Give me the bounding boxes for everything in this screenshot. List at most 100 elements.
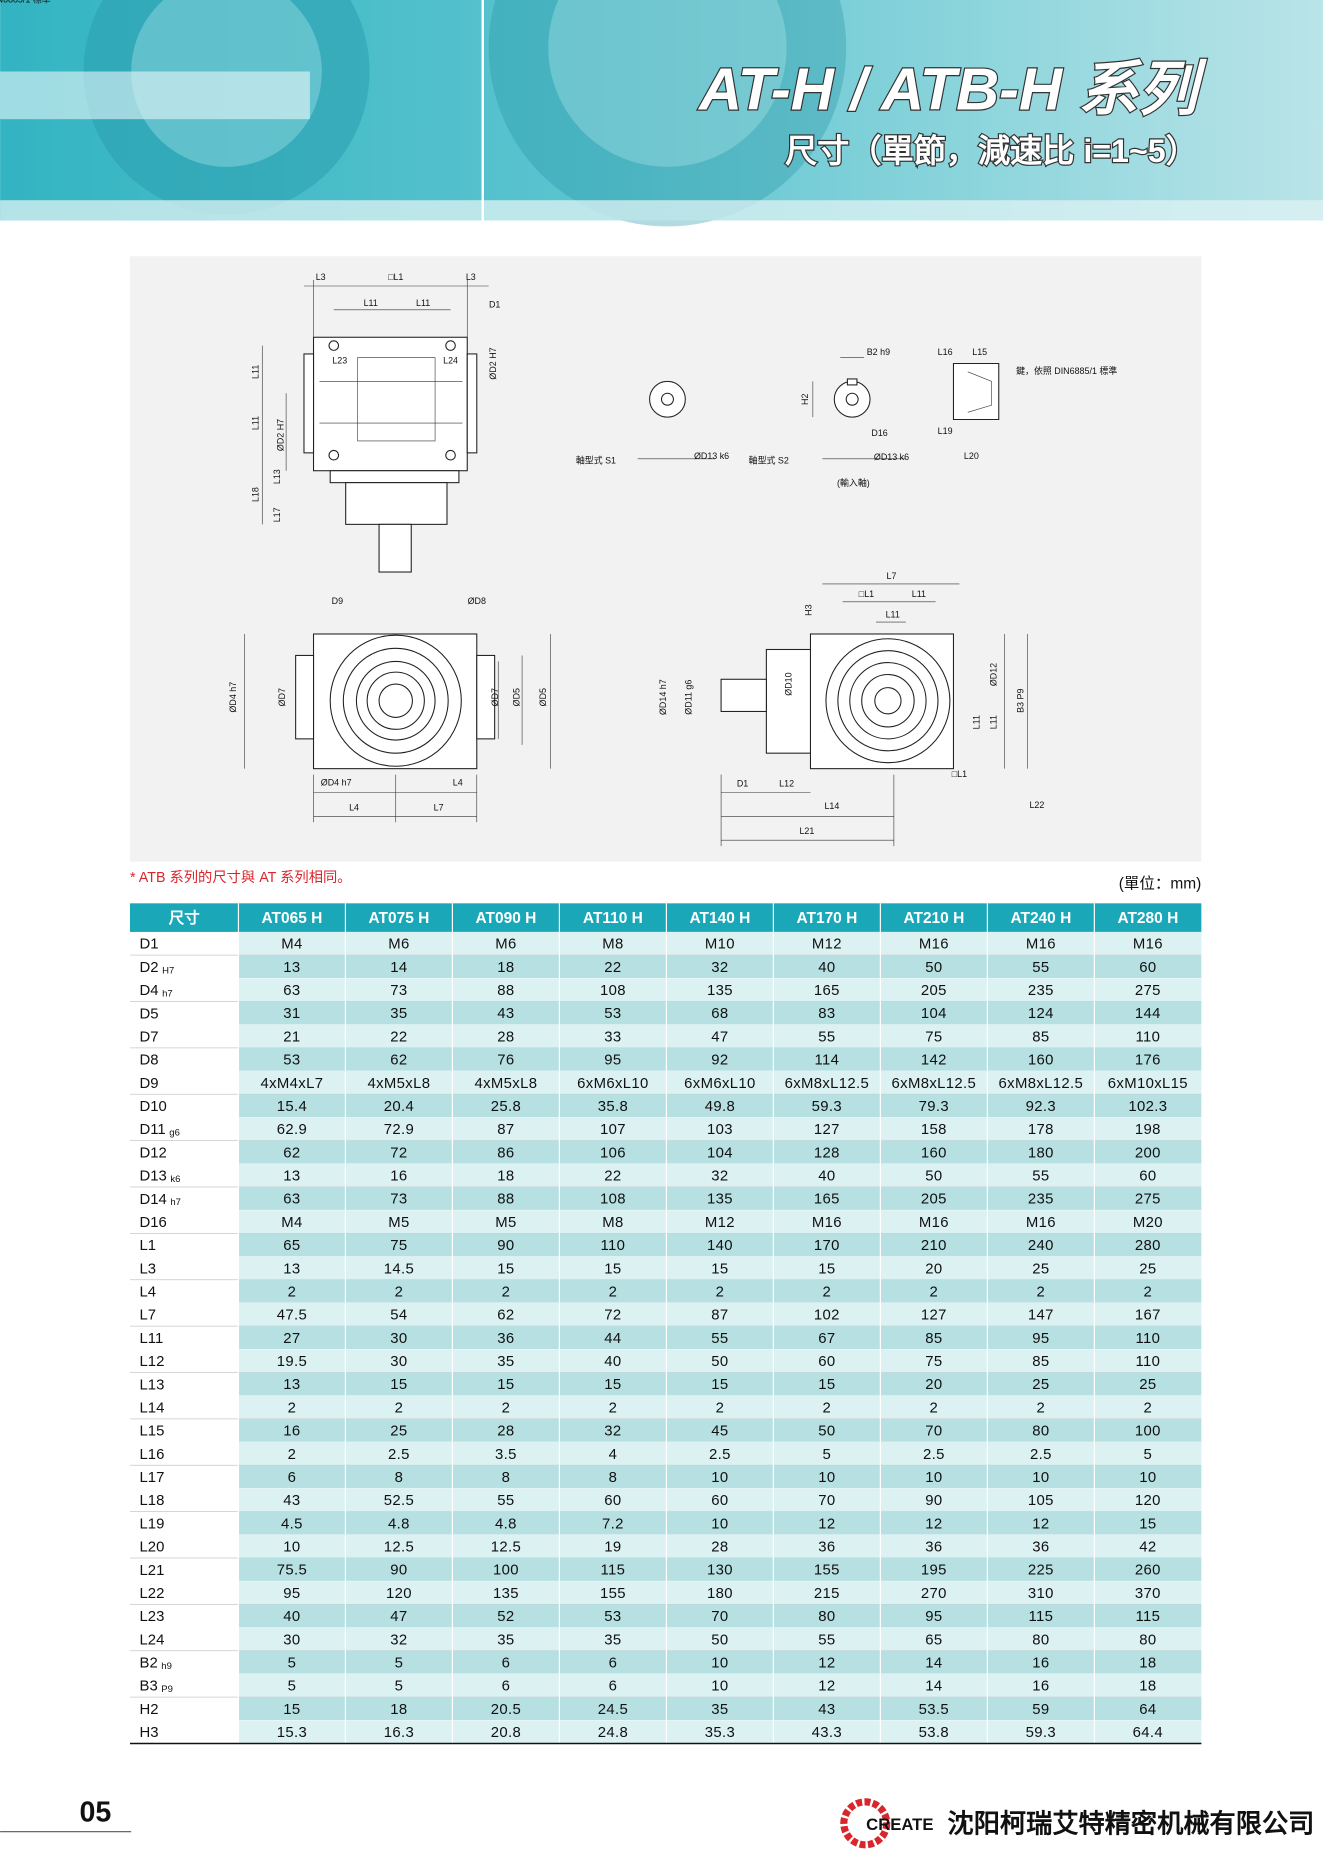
cell: 52 xyxy=(497,1609,514,1625)
row-name: L21 xyxy=(140,1563,165,1579)
cell: 4.8 xyxy=(388,1516,410,1532)
cell: 5 xyxy=(823,1447,832,1463)
cell: 10 xyxy=(818,1470,835,1486)
cell: 5 xyxy=(395,1655,404,1671)
row-label: D12 xyxy=(140,1145,167,1161)
cell: 120 xyxy=(1135,1493,1161,1509)
cell: 63 xyxy=(283,1192,300,1208)
flange xyxy=(295,654,315,740)
row-label: L16 xyxy=(140,1447,165,1463)
cell: 22 xyxy=(604,1169,621,1185)
dimension-label: ØD12 xyxy=(988,663,998,686)
cell: 13 xyxy=(283,1377,300,1393)
cell: 28 xyxy=(711,1540,728,1556)
cell: 14 xyxy=(925,1655,942,1671)
row-name: D7 xyxy=(140,1029,159,1045)
row-name: L19 xyxy=(140,1516,165,1532)
row-bg xyxy=(238,955,1202,979)
cell: 70 xyxy=(818,1493,835,1509)
cell: 50 xyxy=(925,1169,942,1185)
cell: 6xM6xL10 xyxy=(577,1076,649,1092)
cell: 68 xyxy=(711,1006,728,1022)
cell: 2 xyxy=(930,1284,939,1300)
row-bg xyxy=(238,1557,1202,1582)
cell: 65 xyxy=(925,1632,942,1648)
column-header: AT090 H xyxy=(476,910,537,927)
cell: 14 xyxy=(390,960,407,976)
cell: 24.8 xyxy=(598,1725,628,1741)
cell: 10 xyxy=(283,1540,300,1556)
cell: 47 xyxy=(711,1029,728,1045)
cell: 33 xyxy=(604,1029,621,1045)
row-tolerance: k6 xyxy=(170,1173,180,1184)
cell: 10 xyxy=(1032,1470,1049,1486)
cell: 43 xyxy=(497,1006,514,1022)
cell: 15 xyxy=(1139,1516,1156,1532)
cell: M12 xyxy=(705,1215,735,1231)
column-header: AT280 H xyxy=(1117,910,1178,927)
row-label: D8 xyxy=(140,1053,159,1069)
cell: 210 xyxy=(921,1238,947,1254)
dimension-label: (輸入軸) xyxy=(837,477,870,488)
cell: 55 xyxy=(818,1632,835,1648)
column-header: AT075 H xyxy=(369,910,430,927)
cell: 40 xyxy=(604,1354,621,1370)
cell: 28 xyxy=(497,1029,514,1045)
cell: 95 xyxy=(925,1609,942,1625)
cell: 240 xyxy=(1028,1238,1054,1254)
cell: 12 xyxy=(818,1679,835,1695)
dimension-lines xyxy=(637,357,992,460)
cell: 67 xyxy=(818,1331,835,1347)
row-label: L19 xyxy=(140,1516,165,1532)
shaft-s1-hole xyxy=(660,392,674,406)
cell: 44 xyxy=(604,1331,621,1347)
cell: 110 xyxy=(601,1238,626,1254)
cell: 70 xyxy=(711,1609,728,1625)
cell: 4.5 xyxy=(281,1516,303,1532)
row-bg xyxy=(238,1326,1202,1350)
row-name: B3 xyxy=(140,1679,158,1695)
row-bg xyxy=(238,1349,1202,1373)
cell: 195 xyxy=(921,1563,947,1579)
cell: 170 xyxy=(814,1238,840,1254)
cell: 4 xyxy=(609,1447,618,1463)
cell: 176 xyxy=(1135,1053,1161,1069)
row-name: D11 xyxy=(140,1122,166,1138)
row-label: H2 xyxy=(140,1702,159,1718)
cell: 135 xyxy=(707,983,733,999)
cell: 63 xyxy=(283,983,300,999)
row-tolerance: g6 xyxy=(169,1127,180,1138)
hole xyxy=(445,449,456,461)
row-tolerance: h9 xyxy=(161,1660,172,1671)
cell: 8 xyxy=(609,1470,618,1486)
flange xyxy=(466,353,478,454)
dimension-label: ØD7 xyxy=(490,688,500,706)
cell: 310 xyxy=(1028,1586,1054,1602)
row-name: D9 xyxy=(140,1076,159,1092)
cell: 12 xyxy=(818,1655,835,1671)
dimension-label: ØD14 h7 xyxy=(658,679,668,715)
cell: 5 xyxy=(288,1655,297,1671)
note: * ATB 系列的尺寸與 AT 系列相同。 xyxy=(130,869,352,886)
cell: 6xM6xL10 xyxy=(684,1076,756,1092)
cell: 50 xyxy=(925,960,942,976)
cell: 115 xyxy=(601,1563,626,1579)
cell: 4xM5xL8 xyxy=(367,1076,430,1092)
cell: 10 xyxy=(711,1655,728,1671)
cell: 205 xyxy=(921,983,947,999)
cell: 107 xyxy=(600,1122,626,1138)
row-bg xyxy=(238,978,1202,1002)
cell: M16 xyxy=(919,937,949,953)
cell: 24.5 xyxy=(598,1702,628,1718)
housing xyxy=(345,482,448,525)
cell: M6 xyxy=(388,937,409,953)
cell: 10 xyxy=(1139,1470,1156,1486)
cell: 55 xyxy=(818,1029,835,1045)
row-bg xyxy=(238,1395,1202,1419)
cell: 102 xyxy=(814,1308,840,1324)
dimension-label: L11 xyxy=(416,298,430,308)
dimension-label: L20 xyxy=(964,451,979,461)
dimension-label: L15 xyxy=(972,347,987,357)
